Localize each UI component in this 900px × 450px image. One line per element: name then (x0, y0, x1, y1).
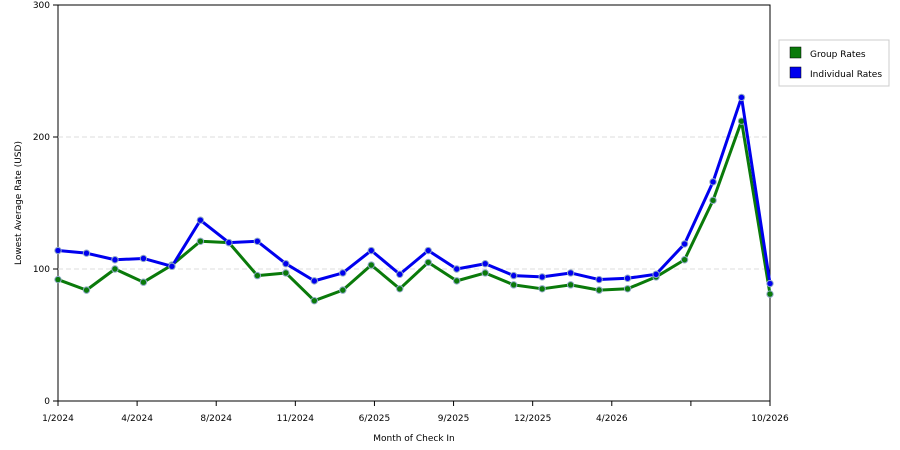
data-point-individual-rates (680, 240, 689, 248)
x-tick-label: 4/2024 (121, 414, 153, 424)
data-point-individual-rates (424, 246, 432, 255)
data-point-individual-rates (709, 178, 717, 186)
x-tick-label: 4/2026 (596, 414, 628, 424)
data-point-group-rates (481, 269, 489, 277)
data-point-individual-rates (310, 277, 319, 285)
data-point-individual-rates (652, 270, 660, 278)
data-point-group-rates (282, 269, 290, 277)
data-point-group-rates (566, 281, 575, 289)
data-point-individual-rates (623, 274, 632, 282)
data-point-group-rates (623, 285, 632, 293)
data-point-group-rates (396, 285, 404, 293)
data-point-individual-rates (766, 279, 774, 288)
data-point-group-rates (111, 265, 119, 273)
y-tick-label: 200 (33, 133, 50, 143)
data-point-individual-rates (111, 256, 119, 264)
series-individual-rates (54, 93, 774, 288)
data-point-individual-rates (595, 275, 603, 284)
data-point-group-rates (538, 285, 546, 293)
data-point-individual-rates (54, 246, 62, 255)
data-point-individual-rates (737, 93, 746, 102)
data-point-group-rates (196, 237, 205, 245)
y-axis: 0 100 200 300 (33, 1, 58, 407)
data-point-individual-rates (139, 254, 148, 263)
data-point-individual-rates (481, 260, 489, 268)
data-point-group-rates (339, 286, 347, 294)
data-point-individual-rates (282, 260, 290, 268)
data-point-individual-rates (196, 216, 205, 224)
legend-swatch-group-rates (789, 46, 802, 59)
x-tick-label: 11/2024 (277, 414, 315, 424)
plot-area (57, 4, 771, 402)
y-tick-label: 0 (44, 397, 50, 407)
series (54, 93, 774, 305)
data-point-individual-rates (367, 246, 375, 255)
y-tick-label: 300 (33, 1, 50, 11)
legend-label-individual-rates: Individual Rates (810, 70, 882, 80)
data-point-group-rates (253, 271, 262, 280)
y-axis-title: Lowest Average Rate (USD) (14, 141, 24, 265)
data-point-group-rates (766, 290, 774, 298)
data-point-individual-rates (538, 273, 546, 281)
data-point-individual-rates (566, 269, 575, 277)
x-tick-label: 6/2025 (359, 414, 391, 424)
x-axis: 1/2024 4/2024 8/2024 11/2024 6/2025 9/2025 12/… (42, 401, 789, 424)
data-point-group-rates (509, 281, 518, 289)
x-axis-title: Month of Check In (373, 434, 455, 444)
data-point-group-rates (367, 261, 375, 269)
data-point-individual-rates (82, 249, 91, 257)
grid (58, 136, 770, 270)
data-point-group-rates (310, 296, 319, 305)
data-point-group-rates (82, 286, 91, 294)
data-point-individual-rates (396, 270, 404, 278)
x-tick-label: 1/2024 (42, 414, 74, 424)
data-point-individual-rates (339, 269, 347, 277)
data-point-individual-rates (453, 265, 461, 273)
legend: Group Rates Individual Rates (778, 39, 890, 87)
x-tick-label: 12/2025 (514, 414, 551, 424)
series-line-individual-rates (57, 95, 772, 284)
data-point-individual-rates (509, 271, 518, 280)
x-tick-label: 9/2025 (438, 414, 470, 424)
data-point-group-rates (139, 278, 148, 286)
data-point-group-rates (453, 277, 461, 285)
data-point-group-rates (709, 196, 717, 205)
legend-label-group-rates: Group Rates (810, 50, 866, 60)
legend-swatch-individual-rates (789, 66, 802, 79)
data-point-group-rates (680, 256, 689, 264)
y-tick-label: 100 (33, 265, 50, 275)
data-point-individual-rates (253, 237, 262, 245)
data-point-group-rates (54, 275, 62, 284)
x-tick-label: 8/2024 (200, 414, 232, 424)
data-point-individual-rates (168, 262, 176, 271)
x-tick-label: 10/2026 (751, 414, 789, 424)
data-point-group-rates (595, 286, 603, 294)
data-point-group-rates (424, 258, 432, 267)
data-point-individual-rates (225, 238, 233, 247)
